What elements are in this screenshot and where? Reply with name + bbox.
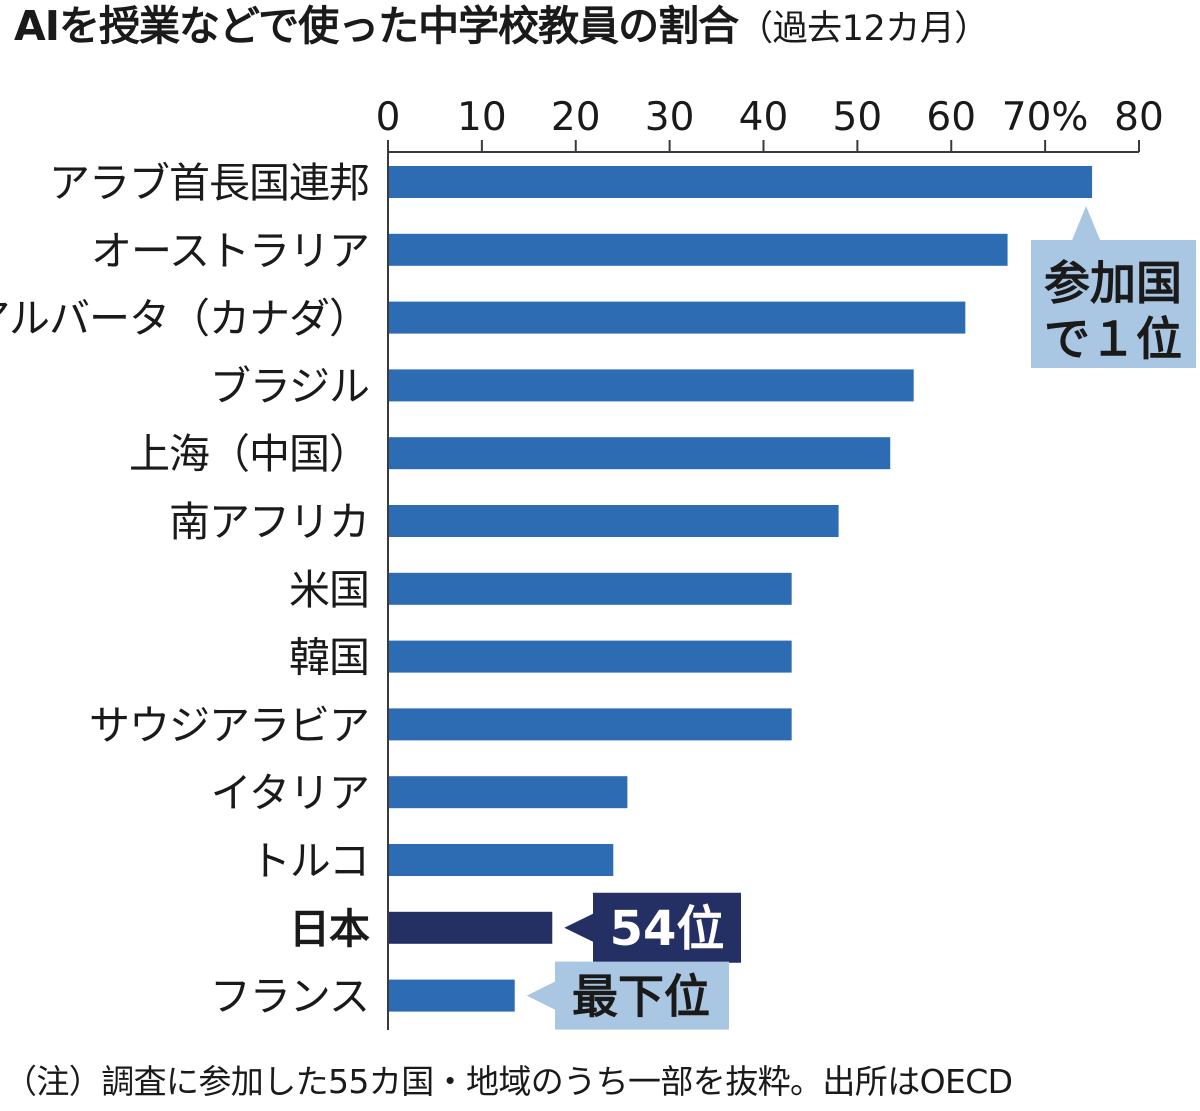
bar [389, 166, 1093, 198]
bar [389, 640, 792, 673]
bar-highlight [389, 911, 553, 944]
x-tick-label: 80 [1114, 95, 1164, 140]
x-tick-label: 50 [833, 95, 883, 140]
bar [389, 233, 1008, 266]
category-label: 上海（中国） [129, 430, 369, 478]
bar [389, 505, 839, 537]
bar [389, 437, 891, 470]
category-label: イタリア [211, 769, 369, 817]
bar [389, 776, 628, 809]
x-tick-label: 70% [1002, 95, 1089, 140]
category-label: 南アフリカ [169, 498, 369, 546]
bar [389, 708, 792, 741]
bar [389, 572, 792, 605]
bar [389, 844, 614, 876]
callout-last-text: 最下位 [572, 970, 710, 1024]
chart-subtitle: （過去12カ月） [738, 9, 989, 49]
x-tick-label: 10 [457, 95, 507, 140]
category-label: アルバータ（カナダ） [0, 295, 369, 343]
x-tick-label: 20 [551, 95, 601, 140]
callout-first-place-text: 参加国 [1044, 256, 1182, 310]
chart-title-main: AIを授業などで使った中学校教員の割合 [14, 2, 739, 50]
callout-first-place-text: で１位 [1044, 312, 1182, 366]
callout-rank-text: 54位 [610, 901, 725, 957]
category-label: 米国 [289, 566, 369, 614]
category-label: オーストラリア [91, 227, 369, 275]
category-label: 日本 [289, 905, 370, 953]
category-label: フランス [210, 973, 369, 1021]
category-label: ブラジル [210, 362, 369, 410]
bar [389, 979, 515, 1012]
callout-rank-box [564, 892, 741, 963]
x-tick-label: 30 [645, 95, 695, 140]
x-tick-label: 60 [926, 95, 976, 140]
chart-title: AIを授業などで使った中学校教員の割合（過去12カ月） [14, 6, 989, 47]
callout-last-box [526, 961, 729, 1030]
chart-note: （注）調査に参加した55カ国・地域のうち一部を抜粋。出所はOECD [4, 1062, 1013, 1101]
category-label: サウジアラビア [89, 701, 369, 749]
callout-first-place-box [1031, 206, 1196, 368]
category-label: アラブ首長国連邦 [49, 159, 369, 207]
category-label: トルコ [250, 837, 369, 885]
bar [389, 301, 966, 334]
x-tick-label: 0 [376, 95, 401, 140]
x-tick-label: 40 [739, 95, 789, 140]
bar [389, 369, 914, 402]
category-label: 韓国 [289, 634, 369, 682]
